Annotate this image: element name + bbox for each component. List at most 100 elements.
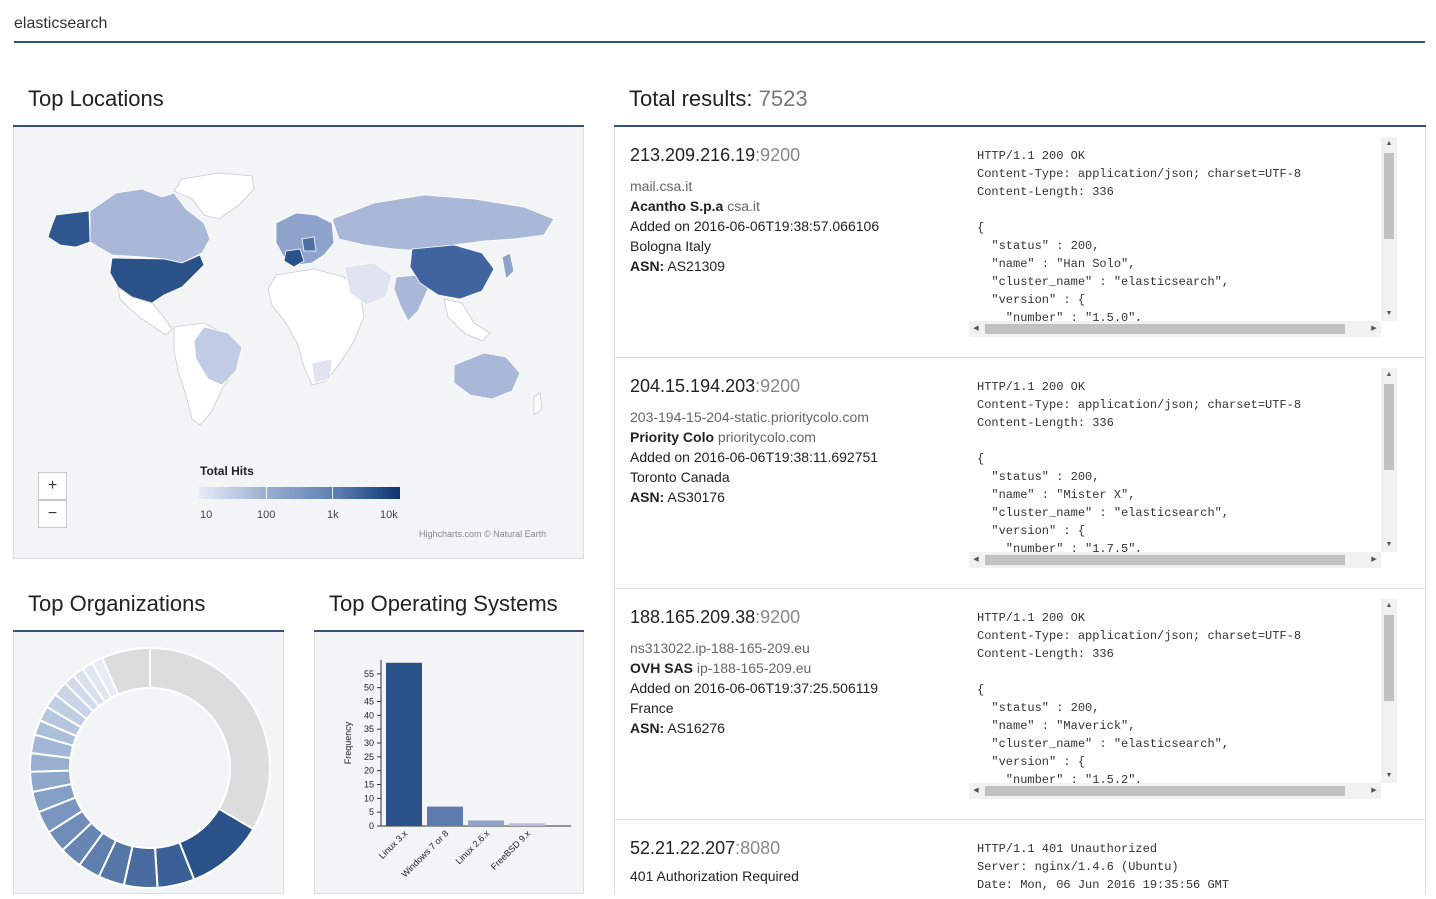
- result-ip-line[interactable]: 204.15.194.203:9200: [630, 376, 800, 397]
- results-rule: [614, 125, 1426, 127]
- scroll-right-arrow-icon[interactable]: ▶: [1371, 556, 1377, 563]
- os-bar-chart[interactable]: 0 5 10 15 20 25 30 35 40 45 50 55 Frequency Linux 3.x…: [315, 632, 585, 894]
- result-page-title: 401 Authorization Required: [630, 868, 799, 884]
- result-org[interactable]: Acantho S.p.a: [630, 198, 724, 214]
- result-item: 188.165.209.38:9200 ns313022.ip-188-165-…: [615, 589, 1425, 820]
- world-map[interactable]: [14, 127, 585, 559]
- y-axis-label: Frequency: [343, 721, 353, 764]
- legend-title: Total Hits: [200, 464, 254, 478]
- x-tick-label: FreeBSD 9.x: [489, 828, 533, 872]
- banner-horizontal-scrollbar[interactable]: ◀ ▶: [969, 552, 1381, 568]
- result-port[interactable]: :9200: [755, 607, 801, 627]
- zoom-in-button[interactable]: +: [38, 472, 67, 500]
- scroll-up-arrow-icon[interactable]: ▲: [1385, 371, 1393, 378]
- y-tick-label: 50: [364, 683, 374, 693]
- result-added: Added on 2016-06-06T19:38:57.066106: [630, 218, 880, 234]
- result-domain[interactable]: ip-188-165-209.eu: [696, 660, 812, 676]
- top-os-rule: [314, 630, 584, 632]
- os-bar: [509, 823, 545, 826]
- map-japan: [501, 252, 515, 280]
- result-domain[interactable]: csa.it: [727, 198, 760, 214]
- result-banner[interactable]: HTTP/1.1 401 Unauthorized Server: nginx/…: [969, 830, 1397, 894]
- result-location[interactable]: France: [630, 700, 674, 716]
- donut-slice: [101, 646, 151, 696]
- map-australia: [453, 352, 521, 400]
- top-locations-title: Top Locations: [28, 86, 164, 111]
- y-tick-label: 15: [364, 780, 374, 790]
- banner-vertical-scrollbar[interactable]: ▲ ▼: [1381, 599, 1397, 783]
- result-ip[interactable]: 52.21.22.207: [630, 838, 736, 858]
- result-port[interactable]: :9200: [755, 145, 801, 165]
- result-org[interactable]: OVH SAS: [630, 660, 694, 676]
- scroll-right-arrow-icon[interactable]: ▶: [1371, 325, 1377, 332]
- scroll-down-arrow-icon[interactable]: ▼: [1385, 541, 1393, 548]
- result-ip[interactable]: 204.15.194.203: [630, 376, 756, 396]
- y-tick-label: 20: [364, 766, 374, 776]
- result-added: Added on 2016-06-06T19:38:11.692751: [630, 449, 879, 465]
- result-asn[interactable]: AS30176: [667, 489, 725, 505]
- x-tick-label: Linux 2.6.x: [454, 828, 492, 866]
- scroll-left-arrow-icon[interactable]: ◀: [973, 325, 979, 332]
- result-hostname[interactable]: 203-194-15-204-static.prioritycolo.com: [630, 409, 869, 425]
- result-location[interactable]: Toronto Canada: [630, 469, 730, 485]
- result-ip-line[interactable]: 52.21.22.207:8080: [630, 838, 780, 859]
- organizations-donut-chart[interactable]: [14, 632, 285, 894]
- result-ip-line[interactable]: 188.165.209.38:9200: [630, 607, 800, 628]
- scroll-up-arrow-icon[interactable]: ▲: [1385, 140, 1393, 147]
- map-south-africa: [311, 358, 333, 384]
- result-banner[interactable]: HTTP/1.1 200 OK Content-Type: applicatio…: [969, 368, 1397, 568]
- banner-vertical-scrollbar[interactable]: ▲ ▼: [1381, 368, 1397, 552]
- organizations-panel: [13, 632, 284, 894]
- scroll-down-arrow-icon[interactable]: ▼: [1385, 772, 1393, 779]
- result-org[interactable]: Priority Colo: [630, 429, 715, 445]
- map-alaska: [47, 210, 91, 248]
- result-org-line: Acantho S.p.a csa.it: [630, 198, 760, 214]
- map-russia: [331, 194, 555, 252]
- result-banner-text: HTTP/1.1 200 OK Content-Type: applicatio…: [977, 611, 1302, 783]
- banner-horizontal-scrollbar[interactable]: ◀ ▶: [969, 321, 1381, 337]
- y-tick-label: 55: [364, 669, 374, 679]
- banner-horizontal-scrollbar[interactable]: ◀ ▶: [969, 783, 1381, 799]
- result-ip[interactable]: 188.165.209.38: [630, 607, 756, 627]
- search-bar: [14, 8, 1425, 43]
- os-bar: [386, 662, 422, 826]
- result-asn[interactable]: AS21309: [667, 258, 725, 274]
- scroll-right-arrow-icon[interactable]: ▶: [1371, 787, 1377, 794]
- result-hostname[interactable]: mail.csa.it: [630, 178, 693, 194]
- result-port[interactable]: :9200: [755, 376, 801, 396]
- result-banner[interactable]: HTTP/1.1 200 OK Content-Type: applicatio…: [969, 137, 1397, 337]
- map-brazil: [193, 326, 243, 386]
- scroll-left-arrow-icon[interactable]: ◀: [973, 556, 979, 563]
- map-france: [283, 248, 305, 268]
- results-list: 213.209.216.19:9200 mail.csa.it Acantho …: [614, 127, 1426, 894]
- scroll-left-arrow-icon[interactable]: ◀: [973, 787, 979, 794]
- result-banner-text: HTTP/1.1 200 OK Content-Type: applicatio…: [977, 380, 1302, 552]
- scroll-up-arrow-icon[interactable]: ▲: [1385, 602, 1393, 609]
- result-asn-line: ASN: AS30176: [630, 489, 725, 505]
- result-asn[interactable]: AS16276: [667, 720, 725, 736]
- result-banner[interactable]: HTTP/1.1 200 OK Content-Type: applicatio…: [969, 599, 1397, 799]
- map-credits[interactable]: Highcharts.com © Natural Earth: [419, 529, 547, 539]
- result-asn-label: ASN:: [630, 720, 665, 736]
- map-mexico: [117, 286, 173, 336]
- result-domain[interactable]: prioritycolo.com: [717, 429, 816, 445]
- result-added: Added on 2016-06-06T19:37:25.506119: [630, 680, 879, 696]
- map-new-zealand: [533, 392, 543, 416]
- y-tick-label: 30: [364, 738, 374, 748]
- banner-vertical-scrollbar[interactable]: ▲ ▼: [1381, 137, 1397, 321]
- scroll-down-arrow-icon[interactable]: ▼: [1385, 310, 1393, 317]
- result-hostname[interactable]: ns313022.ip-188-165-209.eu: [630, 640, 810, 656]
- search-input[interactable]: [14, 8, 1425, 40]
- result-ip[interactable]: 213.209.216.19: [630, 145, 756, 165]
- legend-color-bar: [199, 487, 400, 499]
- result-banner-text: HTTP/1.1 200 OK Content-Type: applicatio…: [977, 149, 1302, 321]
- top-locations-rule: [13, 125, 584, 127]
- legend-label-1k: 1k: [327, 509, 339, 521]
- result-port[interactable]: :8080: [735, 838, 781, 858]
- zoom-out-button[interactable]: −: [38, 500, 67, 528]
- map-china: [409, 244, 495, 300]
- result-asn-label: ASN:: [630, 258, 665, 274]
- result-location[interactable]: Bologna Italy: [630, 238, 711, 254]
- os-bar: [468, 820, 504, 826]
- result-ip-line[interactable]: 213.209.216.19:9200: [630, 145, 800, 166]
